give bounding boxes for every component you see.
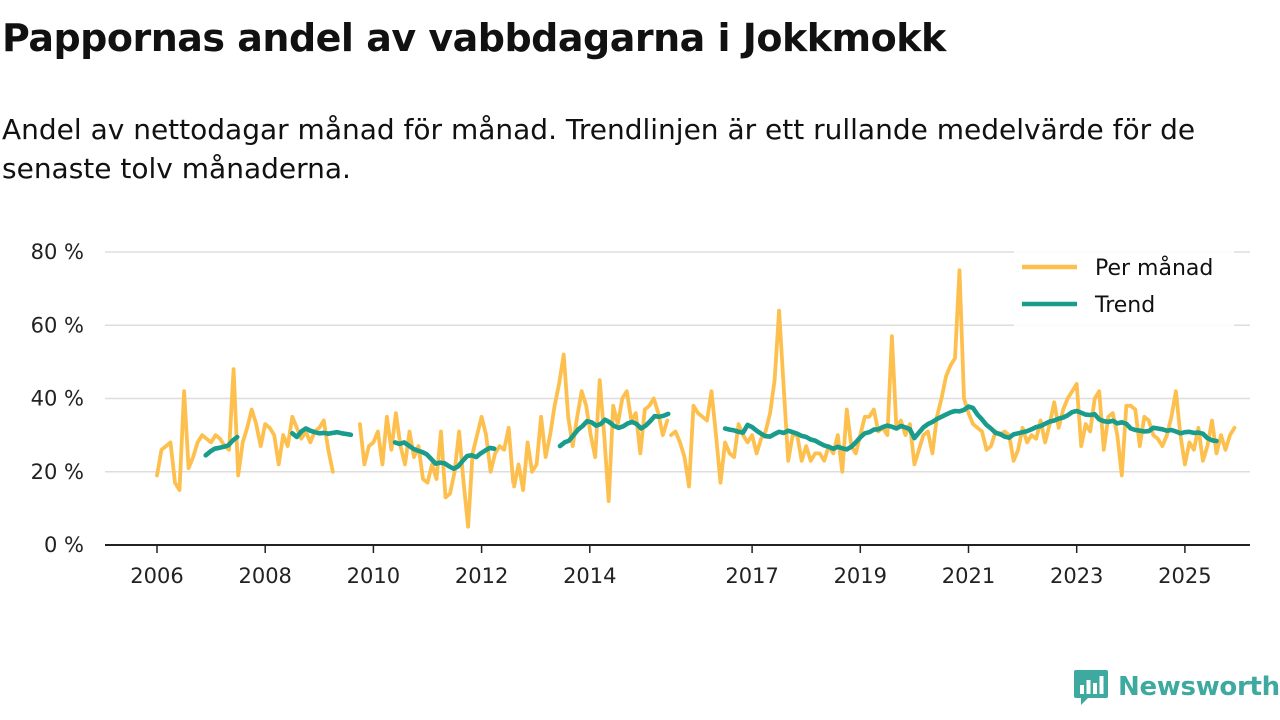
y-tick-label: 40 %: [31, 387, 84, 411]
series-line-monthly: [155, 367, 335, 493]
series-line-monthly: [669, 268, 1237, 489]
series-line-trend: [392, 440, 497, 472]
series-layer: [155, 268, 1237, 529]
chart-subtitle: Andel av nettodagar månad för månad. Tre…: [2, 113, 1196, 185]
x-tick-label: 2025: [1158, 564, 1211, 588]
brand-name: Newsworthy: [1118, 672, 1280, 702]
legend: Per månad Trend: [1014, 244, 1234, 326]
brand-logo: Newsworthy: [1072, 668, 1280, 706]
x-tick-label: 2019: [834, 564, 887, 588]
y-tick-label: 80 %: [31, 240, 84, 264]
legend-label-monthly: Per månad: [1095, 255, 1213, 281]
y-tick-label: 60 %: [31, 313, 84, 337]
series-line-monthly: [512, 352, 670, 504]
x-tick-label: 2006: [130, 564, 183, 588]
y-tick-label: 0 %: [44, 533, 84, 557]
legend-label-trend: Trend: [1094, 293, 1155, 318]
x-tick-label: 2012: [455, 564, 508, 588]
series-line-trend: [203, 434, 240, 458]
bar-chart-speech-bubble-icon: [1074, 670, 1108, 705]
chart-title: Pappornas andel av vabbdagarna i Jokkmok…: [2, 16, 946, 60]
x-tick-label: 2014: [563, 564, 616, 588]
legend-background: [1014, 244, 1234, 326]
x-tick-label: 2023: [1050, 564, 1103, 588]
series-line-trend: [557, 411, 671, 449]
x-tick-label: 2008: [238, 564, 291, 588]
series-line-trend: [722, 404, 1219, 452]
x-tick-label: 2021: [942, 564, 995, 588]
series-line-monthly: [357, 411, 516, 529]
x-tick-label: 2010: [347, 564, 400, 588]
axis-layer: 0 % 20 % 40 % 60 % 80 % 2006 2008 2010 2012 2014 2…: [31, 240, 1250, 588]
series-line-trend: [289, 426, 354, 440]
x-tick-label: 2017: [725, 564, 778, 588]
y-tick-label: 20 %: [31, 460, 84, 484]
